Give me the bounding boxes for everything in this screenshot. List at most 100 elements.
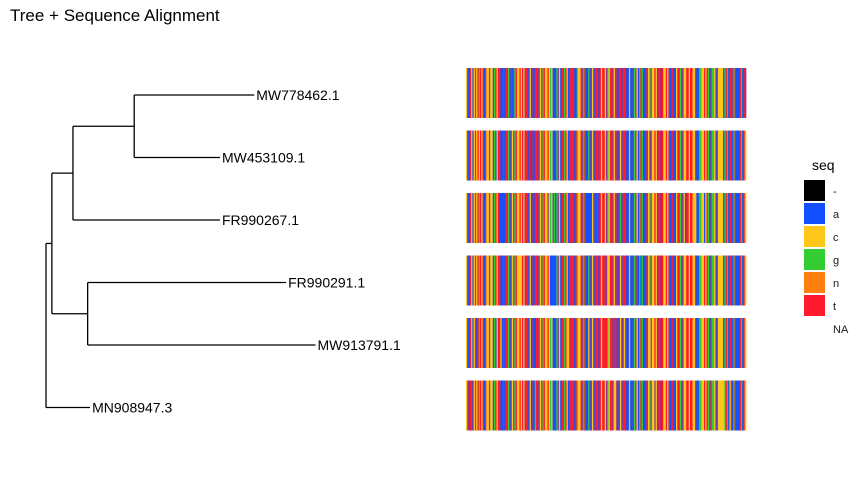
- alignment-column: [613, 380, 616, 431]
- alignment-column: [476, 255, 478, 306]
- alignment-column: [551, 68, 553, 118]
- alignment-column: [488, 318, 491, 368]
- alignment-column: [617, 130, 620, 181]
- alignment-column: [522, 68, 524, 118]
- sequence-alignment: [466, 68, 747, 431]
- alignment-column: [506, 318, 509, 368]
- alignment-column: [523, 130, 525, 181]
- alignment-column: [726, 318, 729, 368]
- alignment-column: [625, 68, 627, 118]
- alignment-column: [627, 68, 630, 118]
- alignment-row: [466, 68, 747, 118]
- alignment-column: [537, 130, 539, 181]
- alignment-column: [739, 318, 742, 368]
- alignment-column: [572, 380, 575, 431]
- alignment-column: [721, 193, 724, 243]
- alignment-column: [509, 380, 511, 431]
- alignment-column: [494, 318, 496, 368]
- alignment-column: [668, 68, 670, 118]
- alignment-column: [627, 193, 630, 243]
- alignment-column: [670, 318, 673, 368]
- alignment-column: [623, 130, 626, 181]
- alignment-column: [593, 318, 595, 368]
- alignment-column: [597, 193, 599, 243]
- alignment-column: [654, 193, 656, 243]
- alignment-column: [690, 318, 692, 368]
- alignment-column: [590, 193, 593, 243]
- alignment-column: [586, 193, 589, 243]
- alignment-column: [504, 130, 506, 181]
- alignment-column: [474, 130, 477, 181]
- alignment-column: [585, 68, 588, 118]
- alignment-column: [618, 380, 621, 431]
- alignment-column: [570, 380, 572, 431]
- alignment-column: [693, 255, 696, 306]
- alignment-column: [491, 255, 494, 306]
- alignment-column: [670, 130, 673, 181]
- alignment-column: [660, 380, 663, 431]
- alignment-column: [516, 255, 519, 306]
- alignment-column: [565, 380, 567, 431]
- alignment-column: [491, 68, 494, 118]
- alignment-column: [528, 193, 530, 243]
- alignment-column: [471, 68, 473, 118]
- alignment-column: [737, 130, 739, 181]
- alignment-column: [660, 193, 663, 243]
- alignment-column: [539, 318, 542, 368]
- alignment-column: [743, 130, 746, 181]
- alignment-column: [592, 193, 594, 243]
- alignment-column: [711, 68, 714, 118]
- alignment-column: [677, 380, 679, 431]
- alignment-column: [716, 130, 719, 181]
- alignment-column: [702, 130, 705, 181]
- alignment-column: [528, 130, 530, 181]
- alignment-column: [589, 193, 592, 243]
- alignment-column: [683, 380, 686, 431]
- alignment-column: [536, 193, 538, 243]
- alignment-column: [698, 193, 701, 243]
- alignment-column: [728, 380, 730, 431]
- alignment-column: [621, 255, 623, 306]
- alignment-column: [732, 255, 734, 306]
- alignment-column: [504, 318, 506, 368]
- alignment-column: [743, 255, 746, 306]
- alignment-column: [716, 68, 719, 118]
- alignment-column: [644, 318, 646, 368]
- alignment-column: [665, 255, 668, 306]
- alignment-column: [693, 193, 696, 243]
- alignment-column: [553, 255, 556, 306]
- alignment-column: [728, 68, 730, 118]
- alignment-column: [630, 380, 632, 431]
- alignment-column: [472, 193, 474, 243]
- alignment-column: [609, 318, 612, 368]
- alignment-column: [611, 380, 613, 431]
- alignment-column: [593, 68, 595, 118]
- alignment-column: [616, 255, 618, 306]
- alignment-column: [711, 255, 714, 306]
- alignment-column: [490, 68, 492, 118]
- alignment-column: [614, 380, 617, 431]
- alignment-column: [492, 380, 495, 431]
- alignment-column: [467, 255, 469, 306]
- alignment-column: [499, 318, 501, 368]
- alignment-column: [715, 130, 718, 181]
- alignment-column: [744, 130, 747, 181]
- alignment-column: [570, 68, 572, 118]
- alignment-column: [735, 193, 738, 243]
- alignment-column: [626, 255, 628, 306]
- alignment-column: [547, 130, 550, 181]
- alignment-column: [649, 68, 651, 118]
- alignment-column: [482, 380, 485, 431]
- alignment-column: [472, 130, 474, 181]
- alignment-column: [658, 318, 660, 368]
- alignment-column: [466, 68, 468, 118]
- alignment-column: [607, 380, 609, 431]
- chart-title: Tree + Sequence Alignment: [10, 6, 220, 25]
- alignment-column: [482, 130, 485, 181]
- alignment-column: [663, 318, 665, 368]
- alignment-column: [628, 255, 631, 306]
- alignment-column: [609, 130, 612, 181]
- alignment-column: [739, 68, 742, 118]
- alignment-column: [723, 318, 725, 368]
- alignment-column: [594, 318, 597, 368]
